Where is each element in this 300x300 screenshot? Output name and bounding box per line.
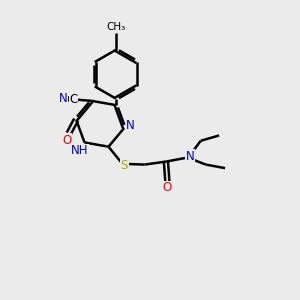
Text: O: O	[62, 134, 71, 147]
Text: CH₃: CH₃	[106, 22, 125, 32]
Text: C: C	[69, 93, 77, 106]
Text: N: N	[58, 92, 68, 105]
Text: NH: NH	[71, 144, 89, 157]
Text: S: S	[121, 159, 128, 172]
Text: N: N	[126, 119, 135, 132]
Text: O: O	[163, 181, 172, 194]
Text: N: N	[186, 150, 195, 163]
